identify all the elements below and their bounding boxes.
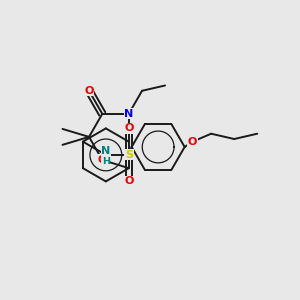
Text: O: O bbox=[98, 155, 107, 165]
Text: S: S bbox=[125, 150, 133, 160]
Text: O: O bbox=[124, 176, 134, 186]
Text: O: O bbox=[188, 137, 197, 147]
Text: O: O bbox=[124, 123, 134, 134]
Text: H: H bbox=[102, 157, 110, 166]
Text: N: N bbox=[101, 146, 111, 156]
Text: N: N bbox=[124, 109, 134, 119]
Text: O: O bbox=[84, 86, 94, 96]
